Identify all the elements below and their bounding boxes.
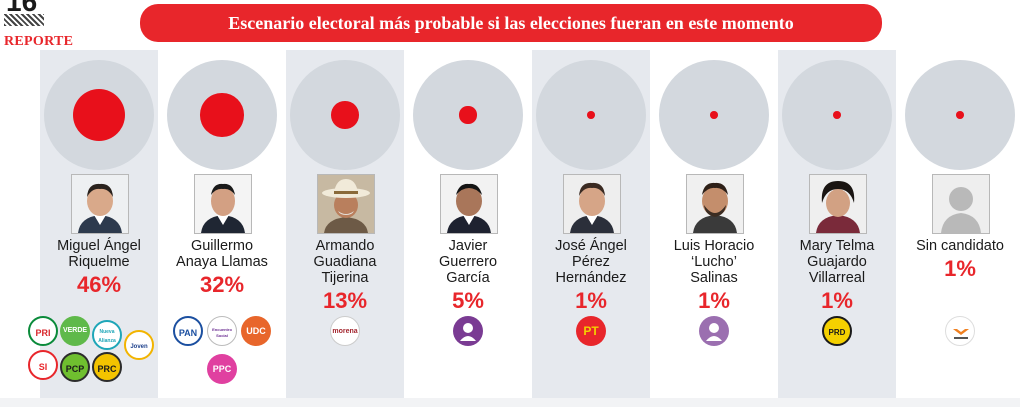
candidate-percent: 32% [199, 272, 245, 297]
candidate-name: Miguel Ángel Riquelme [57, 238, 141, 270]
vote-bubble [536, 60, 646, 170]
candidate-name: Luis Horacio ‘Lucho’ Salinas [673, 238, 755, 286]
candidate-name: José Ángel Pérez Hernández [555, 238, 627, 286]
movimiento-ciudadano-icon [945, 316, 975, 346]
headline-banner: Escenario electoral más probable si las … [140, 4, 882, 42]
bottom-band [0, 398, 1020, 407]
udc-logo: UDC [241, 316, 271, 346]
vote-dot [200, 93, 244, 137]
hatch-decoration [4, 14, 44, 26]
candidate-column: Luis Horacio ‘Lucho’ Salinas 1% [655, 50, 773, 398]
vote-dot [331, 101, 359, 129]
prc-logo: PRC [92, 352, 122, 382]
party-logos: PT [532, 316, 650, 390]
party-logos [655, 316, 773, 390]
morena-logo: morena [330, 316, 360, 346]
candidate-photo [194, 174, 252, 234]
candidate-name: Armando Guadiana Tijerina [313, 238, 377, 286]
candidate-column: Javier Guerrero García 5% [409, 50, 527, 398]
verde-logo: VERDE [60, 316, 90, 346]
independent-person-icon [699, 316, 729, 346]
vote-dot [587, 111, 595, 119]
headline-text: Escenario electoral más probable si las … [228, 13, 794, 33]
vote-bubble [44, 60, 154, 170]
candidate-name: Mary Telma Guajardo Villarreal [799, 238, 875, 286]
candidate-columns: Miguel Ángel Riquelme 46% PRI VERDE Nuev… [0, 50, 1020, 398]
vote-dot [833, 111, 841, 119]
vote-dot [956, 111, 964, 119]
candidate-column: José Ángel Pérez Hernández 1% PT [532, 50, 650, 398]
independent-person-icon [453, 316, 483, 346]
silhouette-icon [933, 175, 989, 233]
candidate-photo [809, 174, 867, 234]
pri-logo: PRI [28, 316, 58, 346]
candidate-percent: 5% [452, 288, 484, 313]
pcp-logo: PCP [60, 352, 90, 382]
candidate-percent: 1% [944, 256, 976, 281]
candidate-photo [71, 174, 129, 234]
vote-bubble [167, 60, 277, 170]
vote-bubble [905, 60, 1015, 170]
vote-bubble [659, 60, 769, 170]
candidate-percent: 1% [575, 288, 607, 313]
vote-dot [710, 111, 718, 119]
candidate-name: Sin candidato [916, 238, 1004, 254]
vote-bubble [413, 60, 523, 170]
vote-dot [459, 106, 477, 124]
si-logo: SI [28, 350, 58, 380]
candidate-percent: 1% [821, 288, 853, 313]
party-logos: PRD [778, 316, 896, 390]
prd-logo: PRD [822, 316, 852, 346]
candidate-name: Javier Guerrero García [438, 238, 498, 286]
encuentro-social-logo: Encuentro Social [207, 316, 237, 346]
nueva-alianza-logo: Nueva Alianza [92, 320, 122, 350]
candidate-percent: 13% [322, 288, 368, 313]
party-logos: PRI VERDE Nueva Alianza Joven SI PCP PRC [28, 316, 158, 390]
pt-logo: PT [576, 316, 606, 346]
vote-bubble [782, 60, 892, 170]
candidate-photo [932, 174, 990, 234]
party-logos: morena [286, 316, 404, 390]
candidate-name: Guillermo Anaya Llamas [176, 238, 268, 270]
party-logos: PAN Encuentro Social UDC PPC [163, 316, 281, 390]
candidate-photo [563, 174, 621, 234]
candidate-photo [317, 174, 375, 234]
candidate-column: Sin candidato 1% [901, 50, 1019, 398]
candidate-column: Armando Guadiana Tijerina 13% morena [286, 50, 404, 398]
candidate-percent: 1% [698, 288, 730, 313]
candidate-column: Mary Telma Guajardo Villarreal 1% PRD [778, 50, 896, 398]
vote-bubble [290, 60, 400, 170]
party-logos [901, 316, 1019, 390]
section-label: REPORTE [4, 34, 74, 49]
candidate-photo [440, 174, 498, 234]
page-number: 16 [6, 0, 38, 17]
candidate-photo [686, 174, 744, 234]
candidate-percent: 46% [76, 272, 122, 297]
ppc-logo: PPC [207, 354, 237, 384]
joven-logo: Joven [124, 330, 154, 360]
pan-logo: PAN [173, 316, 203, 346]
vote-dot [73, 89, 125, 141]
candidate-column: Guillermo Anaya Llamas 32% PAN Encuentro… [163, 50, 281, 398]
party-logos [409, 316, 527, 390]
candidate-column: Miguel Ángel Riquelme 46% PRI VERDE Nuev… [28, 50, 158, 398]
